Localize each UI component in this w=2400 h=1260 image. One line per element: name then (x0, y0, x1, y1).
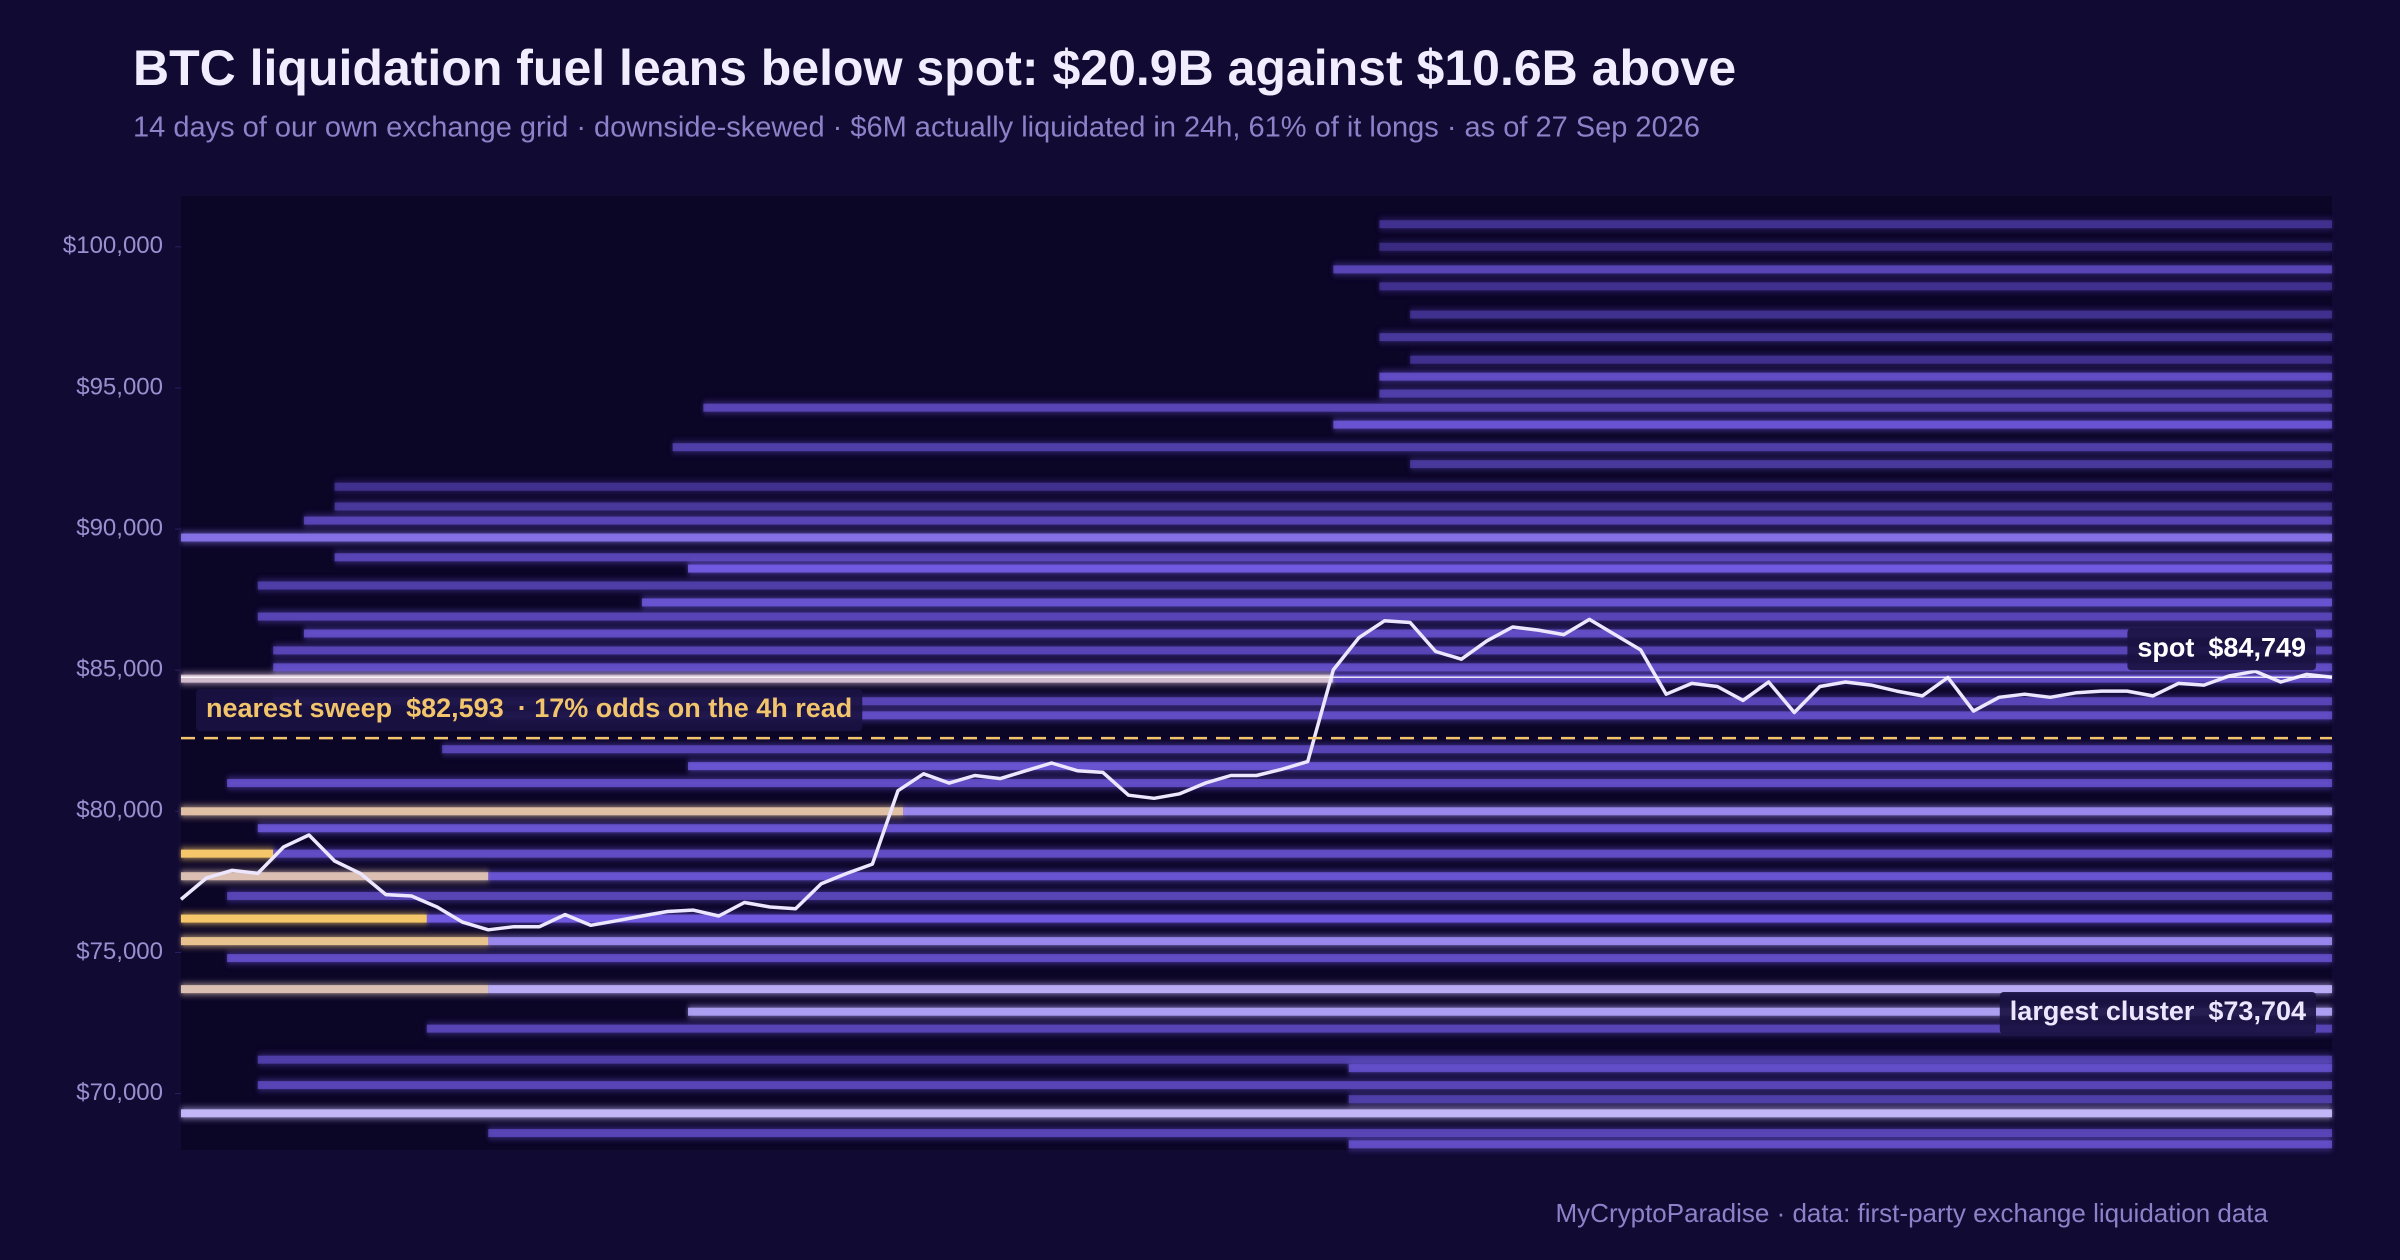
chart-title: BTC liquidation fuel leans below spot: $… (133, 40, 1736, 96)
liquidation-band (1333, 420, 2332, 429)
liquidation-band (181, 674, 1334, 683)
liquidation-band (273, 697, 2332, 706)
liquidation-band (334, 553, 2333, 562)
label-text: nearest sweep $82,593 · 17% odds on the 4h… (206, 693, 852, 723)
liquidation-band (641, 598, 2332, 607)
liquidation-band (426, 914, 2332, 923)
liquidation-band (227, 954, 2333, 963)
liquidation-band (257, 1081, 2332, 1090)
liquidation-band (1333, 674, 2332, 683)
price-line (179, 617, 2333, 932)
label-part: $82,593 (406, 693, 504, 723)
liquidation-band (688, 1007, 2332, 1016)
liquidation-band (227, 779, 2333, 788)
liquidation-band (1379, 282, 2332, 291)
y-tick-label: $75,000 (76, 938, 163, 965)
label-part: nearest sweep (206, 693, 392, 723)
liquidation-band (1410, 310, 2332, 319)
liquidation-band (672, 443, 2332, 452)
liquidation-band (273, 663, 2332, 672)
liquidation-band (181, 937, 489, 946)
liquidation-band (181, 849, 274, 858)
liquidation-band (181, 1109, 2332, 1118)
spot-label: spot $84,749 (2127, 628, 2316, 671)
liquidation-band (442, 745, 2332, 754)
liquidation-band (227, 891, 2333, 900)
liquidation-band (181, 985, 489, 994)
liquidation-band (1379, 389, 2332, 398)
liquidation-band (273, 646, 2332, 655)
y-tick-label: $85,000 (76, 656, 163, 683)
y-tick-label: $70,000 (76, 1079, 163, 1106)
liquidation-band (426, 1024, 2332, 1033)
liquidation-band (703, 403, 2332, 412)
y-tick-label: $80,000 (76, 797, 163, 824)
liquidation-band (257, 612, 2332, 621)
label-part: $73,704 (2208, 996, 2306, 1026)
heatmap (181, 220, 2333, 1149)
liquidation-band (1379, 242, 2332, 251)
liquidation-band (488, 937, 2333, 946)
liquidation-band (688, 762, 2332, 771)
liquidation-band (1379, 372, 2332, 381)
liquidation-band (257, 1055, 2332, 1064)
label-box (2127, 628, 2316, 671)
liquidation-band (1410, 460, 2332, 469)
liquidation-band (303, 629, 2332, 638)
liquidation-band (1379, 220, 2332, 229)
label-box (196, 689, 863, 732)
label-part: $84,749 (2208, 632, 2306, 662)
liquidation-band (488, 1129, 2333, 1138)
overlay: spot $84,749 nearest sweep $82,593 · 17% odd… (179, 617, 2333, 1035)
liquidation-band (688, 564, 2332, 573)
liquidation-band (303, 516, 2332, 525)
liquidation-band (257, 824, 2332, 833)
label-box (1999, 992, 2316, 1035)
liquidation-band (1333, 265, 2332, 274)
liquidation-band (1348, 1064, 2332, 1073)
label-part: · 17% odds on the 4h read (518, 693, 853, 723)
liquidation-band (334, 502, 2333, 511)
liquidation-band (181, 872, 489, 881)
chart-subtitle: 14 days of our own exchange grid · downs… (133, 112, 1700, 144)
liquidation-band (488, 985, 2333, 994)
y-tick-label: $95,000 (76, 373, 163, 400)
y-tick-label: $100,000 (63, 232, 163, 259)
liquidation-band (488, 872, 2333, 881)
liquidation-band (1379, 333, 2332, 342)
label-part: spot (2137, 632, 2194, 662)
footer: MyCryptoParadise · data: first-party exc… (1556, 1198, 2269, 1228)
liquidation-band (1348, 1095, 2332, 1104)
liquidation-band (903, 807, 2333, 816)
cluster-label: largest cluster $73,704 (1999, 992, 2316, 1035)
liquidation-band (181, 914, 427, 923)
liquidation-band (257, 581, 2332, 590)
liquidation-band (488, 711, 2333, 720)
liquidation-band (273, 849, 2332, 858)
liquidation-band (334, 482, 2333, 491)
liquidation-band (181, 807, 904, 816)
label-text: largest cluster $73,704 (2010, 996, 2306, 1026)
label-part: largest cluster (2010, 996, 2195, 1026)
liquidation-band (1410, 355, 2332, 364)
liquidation-band (1348, 1140, 2332, 1149)
liquidation-band (181, 533, 2332, 542)
sweep-label: nearest sweep $82,593 · 17% odds on the 4h… (196, 689, 863, 732)
y-tick-label: $90,000 (76, 514, 163, 541)
label-text: spot $84,749 (2137, 632, 2306, 662)
